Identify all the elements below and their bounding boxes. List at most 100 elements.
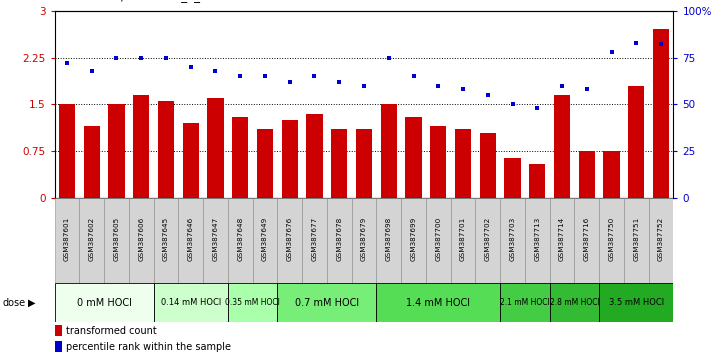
Point <box>210 68 221 74</box>
Bar <box>59 104 75 198</box>
Point <box>86 68 98 74</box>
Bar <box>331 130 347 198</box>
Bar <box>55 341 62 353</box>
Point <box>432 83 444 88</box>
Bar <box>500 198 525 283</box>
Bar <box>306 114 323 198</box>
Bar <box>327 198 352 283</box>
Bar <box>158 101 174 198</box>
Bar <box>599 283 673 322</box>
Point <box>358 83 370 88</box>
Point <box>408 74 419 79</box>
Point <box>556 83 568 88</box>
Bar <box>55 198 79 283</box>
Text: GSM387752: GSM387752 <box>658 217 664 261</box>
Bar <box>277 283 376 322</box>
Text: GSM387703: GSM387703 <box>510 217 515 261</box>
Text: GSM387700: GSM387700 <box>435 217 441 261</box>
Bar <box>203 198 228 283</box>
Bar <box>550 283 599 322</box>
Bar <box>550 198 574 283</box>
Text: 0.7 mM HOCl: 0.7 mM HOCl <box>295 298 359 308</box>
Bar <box>257 130 273 198</box>
Bar <box>649 198 673 283</box>
Text: GSM387750: GSM387750 <box>609 217 614 261</box>
Text: GSM387702: GSM387702 <box>485 217 491 261</box>
Point <box>61 60 73 66</box>
Bar <box>529 164 545 198</box>
Point <box>284 79 296 85</box>
Bar <box>352 198 376 283</box>
Text: ▶: ▶ <box>28 298 35 308</box>
Bar <box>207 98 223 198</box>
Text: transformed count: transformed count <box>66 326 157 336</box>
Text: GSM387678: GSM387678 <box>336 217 342 261</box>
Text: 2.8 mM HOCl: 2.8 mM HOCl <box>550 298 599 307</box>
Point <box>234 74 246 79</box>
Text: 0 mM HOCl: 0 mM HOCl <box>76 298 132 308</box>
Text: 2.1 mM HOCl: 2.1 mM HOCl <box>500 298 550 307</box>
Bar <box>480 133 496 198</box>
Point <box>333 79 345 85</box>
Text: 3.5 mM HOCl: 3.5 mM HOCl <box>609 298 664 307</box>
Text: GSM387649: GSM387649 <box>262 217 268 261</box>
Bar <box>228 283 277 322</box>
Text: 1.4 mM HOCl: 1.4 mM HOCl <box>406 298 470 308</box>
Point <box>160 55 172 60</box>
Text: GSM387605: GSM387605 <box>114 217 119 261</box>
Point <box>630 40 642 45</box>
Bar <box>55 325 62 336</box>
Text: GSM387645: GSM387645 <box>163 217 169 261</box>
Point <box>309 74 320 79</box>
Bar <box>302 198 327 283</box>
Bar <box>574 198 599 283</box>
Point <box>185 64 197 70</box>
Bar <box>475 198 500 283</box>
Text: GSM387716: GSM387716 <box>584 217 590 261</box>
Bar <box>232 117 248 198</box>
Bar <box>154 283 228 322</box>
Bar <box>451 198 475 283</box>
Text: GSM387602: GSM387602 <box>89 217 95 261</box>
Bar <box>430 126 446 198</box>
Bar <box>183 123 199 198</box>
Bar <box>282 120 298 198</box>
Point <box>507 102 518 107</box>
Text: GSM387601: GSM387601 <box>64 217 70 261</box>
Point <box>606 49 617 55</box>
Point <box>581 87 593 92</box>
Text: percentile rank within the sample: percentile rank within the sample <box>66 342 231 352</box>
Text: GSM387713: GSM387713 <box>534 217 540 261</box>
Text: GSM387647: GSM387647 <box>213 217 218 261</box>
Text: GSM387751: GSM387751 <box>633 217 639 261</box>
Bar <box>525 198 550 283</box>
Point <box>655 41 667 47</box>
Point <box>457 87 469 92</box>
Bar <box>455 130 471 198</box>
Bar <box>405 117 422 198</box>
Text: 0.35 mM HOCl: 0.35 mM HOCl <box>225 298 280 307</box>
Bar <box>376 283 500 322</box>
Bar <box>133 95 149 198</box>
Text: GSM387677: GSM387677 <box>312 217 317 261</box>
Point <box>531 105 543 111</box>
Bar <box>500 283 550 322</box>
Text: GSM387646: GSM387646 <box>188 217 194 261</box>
Bar <box>381 104 397 198</box>
Bar <box>277 198 302 283</box>
Text: GDS3670 / 1434299_x_at: GDS3670 / 1434299_x_at <box>62 0 212 2</box>
Bar <box>253 198 277 283</box>
Bar <box>554 95 570 198</box>
Text: 0.14 mM HOCl: 0.14 mM HOCl <box>161 298 221 307</box>
Text: GSM387676: GSM387676 <box>287 217 293 261</box>
Bar <box>604 152 620 198</box>
Bar <box>55 283 154 322</box>
Point <box>482 92 494 98</box>
Bar <box>624 198 649 283</box>
Bar <box>356 130 372 198</box>
Bar <box>228 198 253 283</box>
Bar <box>79 198 104 283</box>
Text: GSM387648: GSM387648 <box>237 217 243 261</box>
Bar <box>599 198 624 283</box>
Text: GSM387701: GSM387701 <box>460 217 466 261</box>
